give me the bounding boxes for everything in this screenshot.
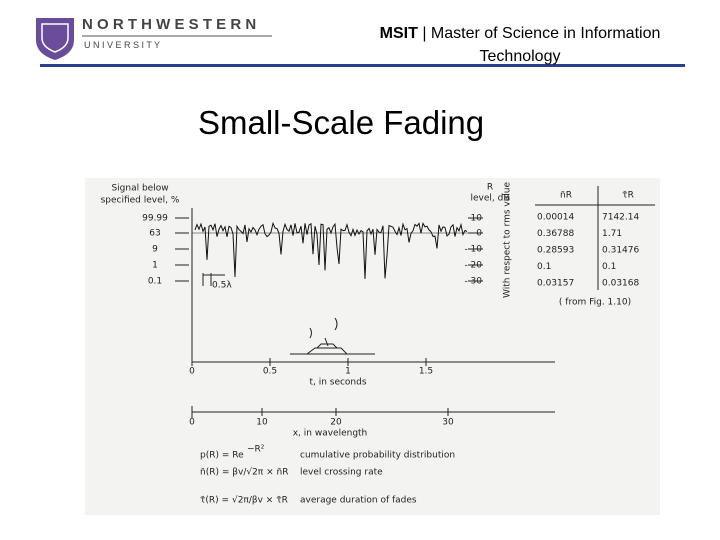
table-cell: 0.1 (537, 262, 551, 272)
wave-icon (309, 317, 338, 347)
slide-title: Small-Scale Fading (198, 104, 485, 141)
right-label: level, dB (470, 194, 509, 204)
logo-shield (36, 18, 74, 60)
table-cell: 0.03157 (537, 279, 574, 289)
title-bold: MSIT (379, 25, 418, 42)
left-level: 1 (152, 261, 158, 271)
distance-tick-label: 0 (189, 418, 195, 428)
header-title: MSIT | Master of Science in Information … (350, 22, 690, 68)
left-level: 0.1 (148, 277, 162, 287)
title-separator: | (422, 25, 427, 42)
time-tick-label: 0 (189, 367, 195, 377)
header-rule (40, 64, 685, 67)
time-tick-label: 1 (345, 367, 351, 377)
distance-tick-label: 20 (330, 418, 342, 428)
formula: p(R) = Re (200, 451, 244, 461)
formula: n̄(R) = βv/√2π × n̄R (200, 467, 288, 478)
car-icon (305, 343, 349, 355)
time-tick-label: 0.5 (263, 367, 277, 377)
logo-bottom: U N I V E R S I T Y (84, 40, 160, 50)
table-cell: 7142.14 (602, 213, 639, 223)
left-level: 99.99 (142, 214, 168, 224)
time-label: t, in seconds (309, 378, 366, 388)
left-level: 63 (149, 229, 160, 239)
header-graphics: N O R T H W E S T E R N U N I V E R S I … (36, 16, 685, 67)
right-label: R (487, 183, 493, 193)
signal-trace (194, 221, 468, 279)
formula: τ̄(R) = √2π/βv × τ̄R (200, 495, 288, 506)
left-level: 9 (152, 245, 158, 255)
distance-tick-label: 10 (256, 418, 268, 428)
table-header: τ̄R (622, 191, 634, 201)
time-tick-label: 1.5 (419, 367, 433, 377)
logo-top: N O R T H W E S T E R N (82, 16, 256, 33)
formula-description: cumulative probability distribution (300, 451, 455, 461)
formula-exponent: −R² (247, 445, 265, 455)
left-label: Signal below (111, 184, 168, 194)
formula-description: level crossing rate (300, 468, 383, 478)
scale-mark: 0.5λ (212, 281, 232, 291)
title-rest: Master of Science in Information Technol… (430, 25, 661, 65)
left-label: specified level, % (101, 196, 180, 206)
table-cell: 0.00014 (537, 213, 574, 223)
table-cell: 0.03168 (602, 279, 639, 289)
logo-shield-inner (41, 23, 69, 53)
table-cell: 0.31476 (602, 246, 639, 256)
table-header: n̄R (560, 191, 572, 201)
distance-tick-label: 30 (442, 418, 454, 428)
table-cell: 0.28593 (537, 246, 574, 256)
source-note: ( from Fig. 1.10) (559, 298, 631, 308)
table-cell: 0.36788 (537, 229, 574, 239)
table-cell: 0.1 (602, 262, 616, 272)
rotated-label: With respect to rms value (503, 182, 513, 298)
distance-label: x, in wavelength (293, 429, 368, 439)
formula-description: average duration of fades (300, 496, 417, 506)
table-cell: 1.71 (602, 229, 622, 239)
